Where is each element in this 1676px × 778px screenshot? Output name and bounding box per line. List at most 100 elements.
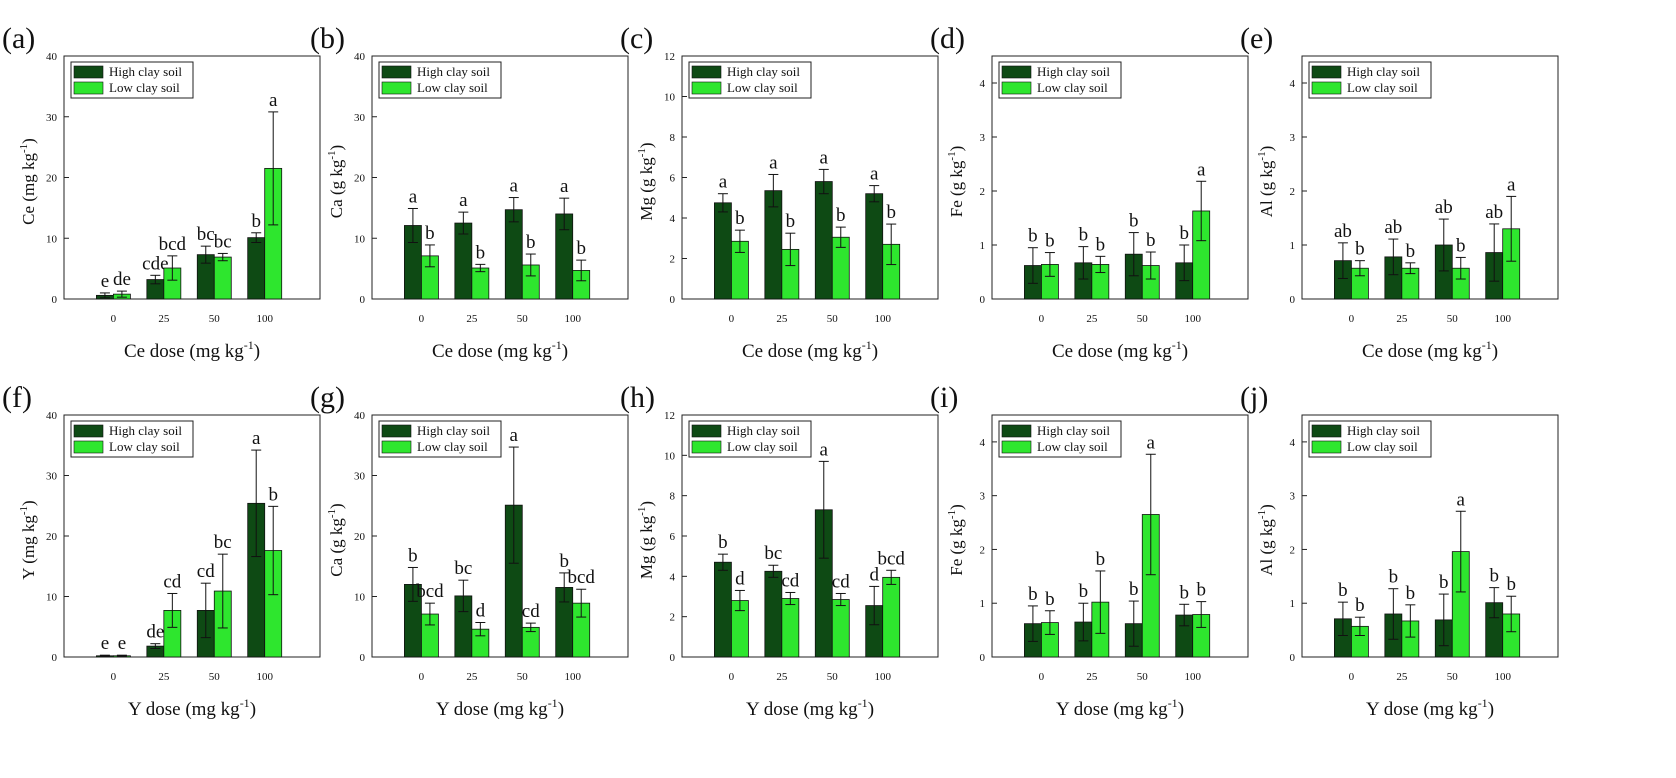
x-axis-title-close: )	[1182, 341, 1188, 362]
y-axis-title-exponent: -1	[636, 507, 648, 516]
x-tick-label: 0	[729, 671, 735, 683]
y-tick-label: 8	[670, 132, 676, 144]
x-axis-title: Y dose (mg kg-1)	[1366, 696, 1494, 720]
x-tick-label: 50	[517, 671, 529, 683]
bar-high-clay	[247, 237, 266, 300]
legend-label-low-clay: Low clay soil	[417, 80, 488, 95]
legend-label-high-clay: High clay soil	[417, 423, 490, 438]
x-tick-label: 25	[1396, 671, 1408, 683]
significance-letter: cde	[142, 253, 168, 274]
significance-letter: cd	[832, 571, 850, 592]
legend-swatch-low-clay	[1311, 81, 1342, 95]
significance-letter: bcd	[567, 567, 595, 588]
y-tick-label: 8	[670, 491, 676, 503]
y-tick-label: 0	[360, 652, 366, 664]
x-axis-title-close: )	[1178, 699, 1184, 720]
y-tick-label: 0	[670, 294, 676, 306]
x-axis-title-exponent: -1	[862, 338, 872, 352]
significance-letter: b	[576, 238, 586, 259]
x-axis-title-exponent: -1	[240, 696, 250, 710]
y-tick-label: 10	[46, 592, 58, 604]
significance-letter: bcd	[416, 581, 444, 602]
bar-high-clay	[865, 193, 884, 300]
legend-swatch-low-clay	[691, 440, 722, 454]
legend-label-low-clay: Low clay soil	[727, 439, 798, 454]
y-axis-title-text: Ce (mg kg	[19, 153, 38, 225]
x-tick-label: 0	[111, 671, 117, 683]
legend-label-low-clay: Low clay soil	[727, 80, 798, 95]
y-tick-label: 0	[52, 652, 58, 664]
significance-letter: b	[559, 551, 569, 572]
significance-letter: de	[146, 622, 164, 643]
legend-swatch-high-clay	[1311, 424, 1342, 438]
significance-letter: b	[786, 211, 796, 232]
legend-swatch-low-clay	[381, 440, 412, 454]
significance-letter: a	[252, 428, 261, 449]
x-tick-label: 100	[564, 671, 581, 683]
legend-label-low-clay: Low clay soil	[1037, 80, 1108, 95]
significance-letter: b	[1439, 572, 1449, 593]
significance-letter: b	[735, 208, 745, 229]
x-tick-label: 0	[419, 671, 425, 683]
y-axis-title-close: )	[1257, 146, 1276, 152]
plot-frame	[1301, 414, 1559, 658]
significance-letter: bc	[454, 558, 472, 579]
significance-letter: b	[1129, 579, 1139, 600]
x-axis-title-close: )	[250, 699, 256, 720]
significance-letter: bc	[197, 224, 215, 245]
legend-label-high-clay: High clay soil	[417, 64, 490, 79]
y-tick-label: 1	[980, 240, 986, 252]
x-axis-title-close: )	[872, 341, 878, 362]
y-axis-title-text: Mg (g kg	[637, 515, 656, 579]
y-axis-title-close: )	[637, 142, 656, 148]
y-axis-title: Al (g kg-1)	[1256, 146, 1276, 218]
panel-label: (g)	[310, 381, 345, 414]
significance-letter: b	[408, 545, 418, 566]
legend-swatch-high-clay	[1001, 424, 1032, 438]
y-tick-label: 6	[670, 531, 676, 543]
bar-low-clay	[882, 576, 901, 658]
y-axis-title-exponent: -1	[326, 150, 338, 159]
y-tick-label: 4	[980, 437, 986, 449]
x-tick-label: 100	[874, 313, 891, 325]
significance-letter: a	[719, 172, 728, 193]
x-axis-title-exponent: -1	[1478, 696, 1488, 710]
x-axis-title: Y dose (mg kg-1)	[1056, 696, 1184, 720]
plot-frame	[991, 55, 1249, 300]
significance-letter: b	[1456, 235, 1466, 256]
y-axis-title-exponent: -1	[326, 509, 338, 518]
x-tick-label: 0	[419, 313, 425, 325]
y-tick-label: 30	[46, 471, 58, 483]
x-axis-title-exponent: -1	[1168, 696, 1178, 710]
y-tick-label: 3	[1290, 491, 1296, 503]
significance-letter: b	[476, 242, 486, 263]
significance-letter: b	[1096, 234, 1106, 255]
significance-letter: b	[886, 202, 896, 223]
x-tick-label: 50	[827, 671, 839, 683]
significance-letter: cd	[163, 571, 181, 592]
y-tick-label: 2	[670, 612, 676, 624]
x-axis-title: Ce dose (mg kg-1)	[1052, 338, 1188, 362]
x-tick-label: 0	[1039, 671, 1045, 683]
significance-letter: bcd	[159, 234, 187, 255]
x-tick-label: 25	[776, 313, 788, 325]
bar-low-clay	[781, 598, 800, 658]
y-tick-label: 2	[1290, 544, 1296, 556]
legend-label-high-clay: High clay soil	[1347, 423, 1420, 438]
significance-letter: cd	[781, 570, 799, 591]
x-axis-title-text: Y dose (mg kg	[436, 699, 548, 720]
significance-letter: b	[1028, 226, 1038, 247]
panel-label: (e)	[1240, 22, 1273, 55]
x-axis-title: Ce dose (mg kg-1)	[124, 338, 260, 362]
legend-label-high-clay: High clay soil	[1037, 423, 1110, 438]
y-axis-title-exponent: -1	[946, 151, 958, 160]
x-tick-label: 25	[466, 313, 478, 325]
x-axis-title-text: Ce dose (mg kg	[742, 341, 862, 362]
bar-low-clay	[831, 599, 850, 658]
significance-letter: bc	[764, 543, 782, 564]
legend-swatch-low-clay	[381, 81, 412, 95]
legend-swatch-high-clay	[1001, 65, 1032, 79]
